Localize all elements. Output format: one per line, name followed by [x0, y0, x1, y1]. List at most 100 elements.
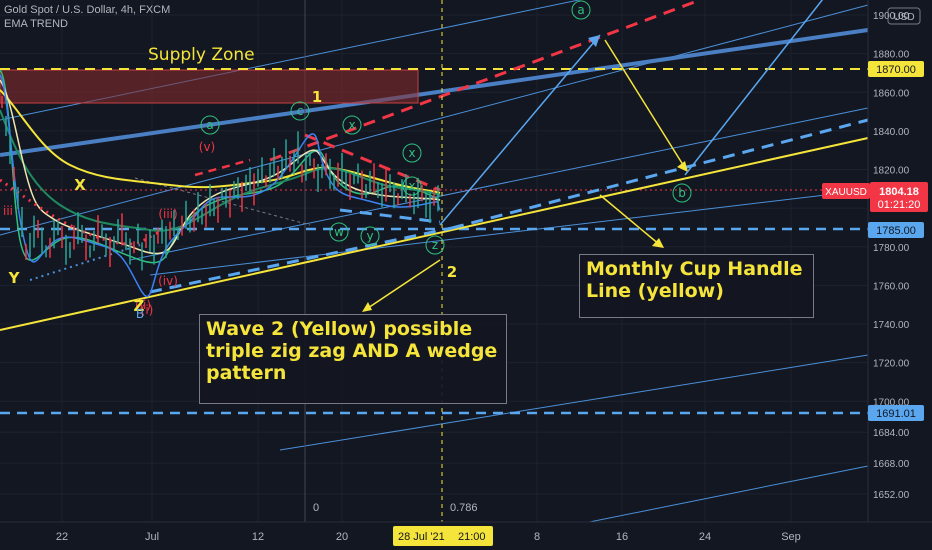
- svg-text:x: x: [408, 179, 415, 193]
- gray-dotted-line: [134, 177, 311, 226]
- supply-zone-box: [0, 69, 419, 104]
- wave-label-z: z: [425, 235, 445, 255]
- svg-text:1785.00: 1785.00: [876, 225, 916, 237]
- x-tick-label: Sep: [781, 531, 801, 543]
- currency-badge[interactable]: USD: [887, 7, 921, 25]
- curve-3: [0, 79, 441, 255]
- wave-label-a: a: [200, 115, 220, 135]
- thick-trend-line: [0, 28, 869, 157]
- price-axis-bg: [868, 0, 932, 522]
- svg-text:x: x: [408, 146, 415, 160]
- wave-projection: [362, 0, 824, 312]
- x-tick-label: Jul: [145, 531, 159, 543]
- y-tick-label: 1760.00: [873, 281, 910, 292]
- wave-label-Z: Z: [134, 297, 145, 315]
- y-tick-label: 1840.00: [873, 127, 910, 138]
- wave-label-c: c: [290, 101, 310, 121]
- grid: [0, 0, 868, 522]
- svg-text:USD: USD: [893, 12, 914, 23]
- svg-text:z: z: [432, 238, 438, 252]
- y-tick-label: 1780.00: [873, 243, 910, 254]
- svg-text:(iv): (iv): [158, 274, 178, 288]
- wave2-note-box: Wave 2 (Yellow) possible triple zig zag …: [199, 314, 507, 404]
- svg-text:(i): (i): [141, 303, 154, 317]
- svg-text:b: b: [678, 186, 686, 200]
- wave-label-1: 1: [312, 88, 322, 106]
- svg-text:X: X: [74, 176, 86, 194]
- red-upper-line: [269, 0, 701, 162]
- x-tick-label: 8: [534, 531, 540, 543]
- y-tick-label: 1900.00: [873, 11, 910, 22]
- price-curves: [0, 69, 441, 298]
- svg-text:a: a: [206, 118, 213, 132]
- svg-text:XAUUSD: XAUUSD: [825, 187, 867, 198]
- wave-label-x: x: [342, 115, 362, 135]
- wave-label-i: (i): [141, 303, 154, 317]
- wave-label-Y: Y: [8, 269, 21, 287]
- crosshair-date-badge: 28 Jul '21 21:00: [393, 526, 493, 546]
- svg-text:(iii): (iii): [158, 207, 177, 221]
- wave-label-iv: (iv): [158, 274, 178, 288]
- svg-text:y: y: [366, 229, 373, 243]
- y-tick-label: 1668.00: [873, 459, 910, 470]
- wave-label-2: 2: [447, 263, 457, 281]
- svg-text:1804.18: 1804.18: [879, 186, 919, 198]
- x-tick-label: 22: [56, 531, 68, 543]
- badge-1870: 1870.00: [868, 61, 924, 77]
- svg-text:(ii): (ii): [135, 298, 151, 312]
- wave-label-X: X: [74, 176, 86, 194]
- y-tick-label: 1820.00: [873, 166, 910, 177]
- current-price-badge: XAUUSD 1804.18 01:21:20: [822, 182, 928, 212]
- y-tick-label: 1740.00: [873, 320, 910, 331]
- wave-label-w: w: [329, 222, 349, 242]
- wave-label-y: y: [360, 226, 380, 246]
- svg-text:B: B: [136, 307, 144, 321]
- svg-text:x: x: [348, 118, 355, 132]
- channel-line: [279, 354, 869, 451]
- svg-text:Z: Z: [134, 297, 145, 315]
- svg-text:a: a: [577, 3, 584, 17]
- svg-text:2: 2: [447, 263, 457, 281]
- svg-text:iii: iii: [3, 204, 13, 218]
- wave-label-x: x: [402, 143, 422, 163]
- svg-text:1870.00: 1870.00: [876, 64, 916, 76]
- x-tick-label: 20: [336, 531, 348, 543]
- wave-label-ii: (ii): [135, 298, 151, 312]
- badge-1785: 1785.00: [868, 222, 924, 238]
- wedge-inner-line: [339, 208, 441, 224]
- chart-title: Gold Spot / U.S. Dollar, 4h, FXCM: [4, 4, 171, 16]
- svg-text:(v): (v): [199, 140, 215, 154]
- svg-text:01:21:20: 01:21:20: [878, 199, 921, 211]
- svg-text:1691.01: 1691.01: [876, 408, 916, 420]
- svg-text:1: 1: [312, 88, 322, 106]
- wave-label-a: a: [571, 0, 591, 20]
- svg-text:21:00: 21:00: [458, 531, 486, 543]
- indicator-name: EMA TREND: [4, 18, 68, 30]
- svg-text:w: w: [334, 225, 344, 239]
- x-tick-label: 16: [616, 531, 628, 543]
- channel-line: [0, 4, 869, 236]
- badge-1691: 1691.01: [868, 405, 924, 421]
- channel-line: [149, 189, 869, 276]
- blue-dotted-line: [29, 244, 141, 281]
- y-tick-label: 1880.00: [873, 50, 910, 61]
- svg-text:Y: Y: [8, 269, 21, 287]
- wedge-lower-line: [149, 226, 453, 294]
- fib-zero-label: 0: [313, 502, 319, 514]
- channel-line: [129, 107, 869, 261]
- y-tick-label: 1652.00: [873, 490, 910, 501]
- red-short-line: [194, 158, 251, 177]
- wedge-ext-line: [451, 118, 869, 230]
- supply-zone-label: Supply Zone: [148, 45, 255, 65]
- y-tick-label: 1860.00: [873, 88, 910, 99]
- wave-label-iii: iii: [3, 204, 13, 218]
- x-axis: 22 Jul 12 20 8 16 24 Sep: [56, 531, 801, 543]
- wave-labels: a c x x a w y z x b 1 2 X Y (v) (iii) (iv) (ii) iii (i)ZB: [3, 0, 692, 321]
- fib-786-label: 0.786: [450, 502, 478, 514]
- y-tick-label: 1720.00: [873, 359, 910, 370]
- cup-handle-line: [0, 137, 869, 331]
- wave-label-v: (v): [199, 140, 215, 154]
- svg-text:28 Jul '21: 28 Jul '21: [398, 531, 445, 543]
